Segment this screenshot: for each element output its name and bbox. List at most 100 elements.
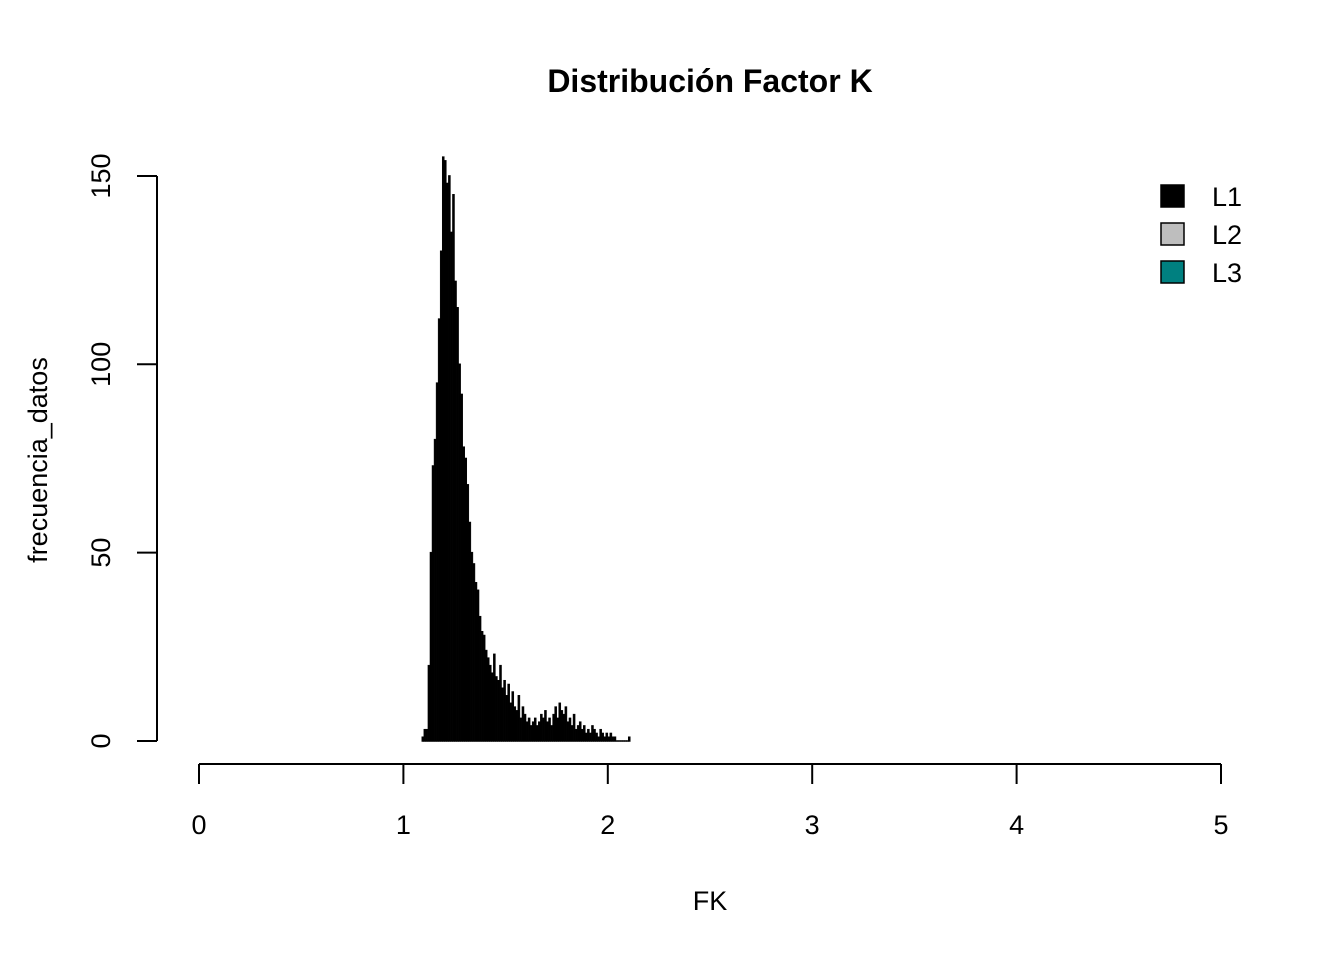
bar <box>542 717 545 742</box>
bar <box>523 713 527 742</box>
bar <box>613 736 617 742</box>
bar <box>609 732 613 742</box>
bar <box>452 194 455 742</box>
bar <box>501 687 504 742</box>
bar <box>425 728 429 742</box>
bar <box>525 721 529 742</box>
bar <box>548 717 551 742</box>
bar <box>597 736 600 742</box>
bar <box>499 664 502 742</box>
bar <box>564 706 568 742</box>
bar <box>538 721 541 742</box>
bar <box>558 702 562 742</box>
x-tick-label: 5 <box>1213 810 1228 840</box>
bar <box>460 393 463 742</box>
bar <box>625 740 629 742</box>
bar <box>552 713 555 742</box>
bar <box>562 713 566 742</box>
bar <box>589 732 592 742</box>
bar <box>619 740 623 742</box>
bar <box>593 728 596 742</box>
bar <box>533 717 537 742</box>
bar <box>566 721 570 742</box>
bar <box>448 175 451 742</box>
bar <box>574 728 578 742</box>
bar <box>617 740 621 742</box>
bar <box>495 676 498 742</box>
bar <box>540 713 543 742</box>
bar <box>576 725 580 742</box>
bar <box>554 706 557 742</box>
bar <box>484 649 488 742</box>
bar <box>456 307 459 742</box>
bar <box>503 679 506 742</box>
bar <box>531 721 535 742</box>
bar <box>429 551 433 742</box>
bar <box>441 156 445 742</box>
bar <box>491 672 494 742</box>
bar <box>595 732 598 742</box>
bar <box>482 634 486 742</box>
bar <box>437 318 441 742</box>
bar <box>435 382 439 742</box>
bar <box>627 736 631 742</box>
bar <box>468 521 472 742</box>
bar <box>427 664 431 742</box>
bar <box>433 438 437 742</box>
bar <box>599 728 602 742</box>
bar <box>587 728 590 742</box>
x-tick-label: 1 <box>396 810 411 840</box>
bar <box>509 702 512 742</box>
bar <box>507 683 510 742</box>
bar <box>585 732 588 742</box>
chart-title: Distribución Factor K <box>547 63 872 99</box>
bar <box>605 732 609 742</box>
bar <box>439 250 443 742</box>
bar <box>513 706 517 742</box>
bar <box>431 465 435 742</box>
y-tick-label: 50 <box>86 538 116 568</box>
bar <box>623 740 627 742</box>
legend-label: L3 <box>1212 258 1242 288</box>
bar <box>444 160 447 742</box>
bar <box>517 695 521 742</box>
bar <box>603 736 607 742</box>
bar <box>580 728 584 742</box>
bar <box>478 615 482 742</box>
legend-label: L1 <box>1212 182 1242 212</box>
x-tick-label: 4 <box>1009 810 1024 840</box>
legend-label: L2 <box>1212 220 1242 250</box>
bar <box>474 582 478 742</box>
x-tick-label: 2 <box>600 810 615 840</box>
bar <box>529 725 533 742</box>
x-axis-label: FK <box>693 886 728 916</box>
bar <box>505 695 508 742</box>
x-tick-label: 0 <box>191 810 206 840</box>
y-tick-label: 0 <box>86 733 116 748</box>
bar <box>470 551 474 742</box>
bar <box>454 280 457 742</box>
bar <box>476 589 480 742</box>
bar <box>462 446 465 742</box>
bar <box>568 717 572 742</box>
bar <box>486 657 490 742</box>
bar <box>546 721 549 742</box>
x-tick-label: 3 <box>805 810 820 840</box>
bar <box>521 706 525 742</box>
bar <box>621 740 625 742</box>
bar <box>446 182 449 742</box>
bar <box>515 710 519 742</box>
bar <box>607 736 611 742</box>
bar <box>458 363 461 742</box>
legend-swatch <box>1160 184 1185 208</box>
bar <box>572 713 576 742</box>
bar <box>550 725 553 742</box>
bar <box>511 691 515 742</box>
y-tick-label: 150 <box>86 153 116 198</box>
bar <box>488 664 492 742</box>
legend-swatch <box>1160 260 1185 284</box>
bar <box>536 725 539 742</box>
bar <box>591 725 594 742</box>
bar <box>519 717 523 742</box>
